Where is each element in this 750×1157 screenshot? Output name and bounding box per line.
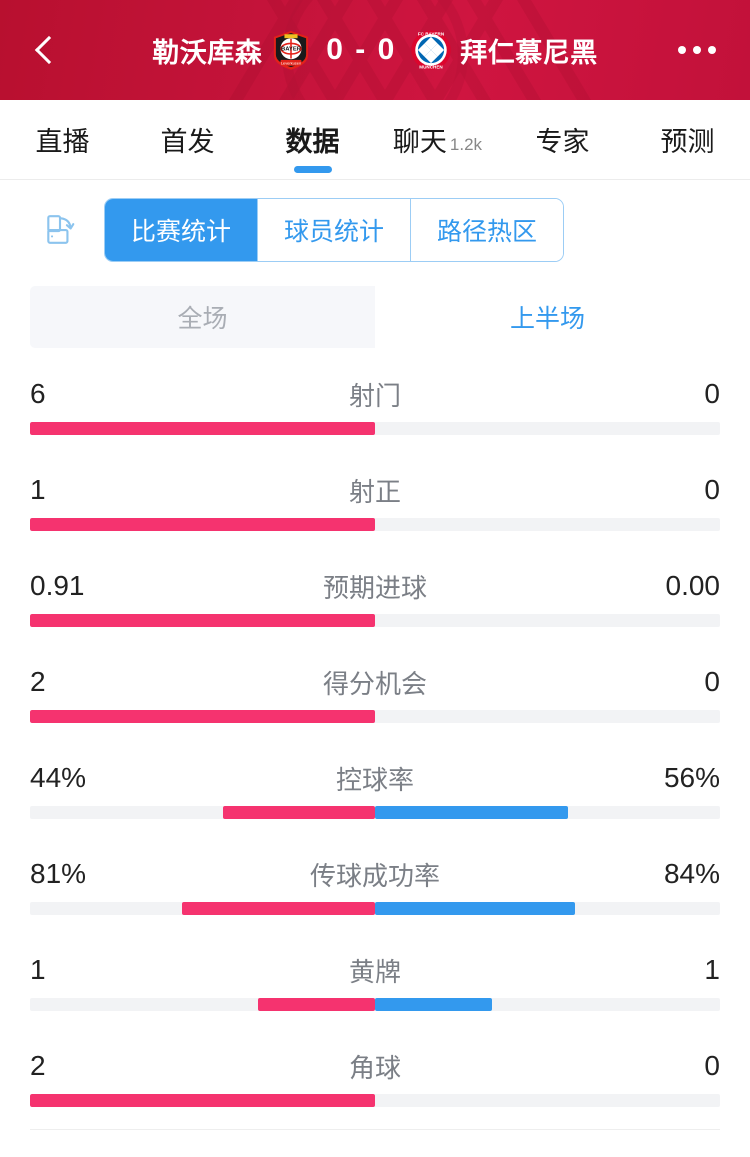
stat-bar-away [375, 998, 493, 1011]
svg-text:FC BAYERN: FC BAYERN [418, 32, 444, 37]
tab-label: 首发 [160, 127, 215, 157]
svg-text:BAYER: BAYER [281, 47, 302, 53]
stat-label: 得分机会 [322, 668, 427, 699]
stat-home-value: 6 [30, 378, 46, 409]
stat-bar-home [30, 614, 375, 627]
stat-bar-track [30, 806, 720, 819]
home-team-name: 勒沃库森 [152, 37, 263, 68]
stat-row: 81% 传球成功率 84% [0, 846, 750, 942]
primary-tabbar: 直播 首发 数据 聊天 1.2k 专家 预测 [0, 100, 750, 180]
stat-home-value: 44% [30, 762, 87, 793]
stat-label: 射正 [348, 476, 401, 507]
stat-bar-home [30, 422, 375, 435]
half-switch-first-half[interactable]: 上半场 [375, 286, 720, 348]
stat-bar-home [30, 710, 375, 723]
stat-away-value: 0 [704, 666, 720, 697]
stat-bar-track [30, 614, 720, 627]
stat-bar-home [257, 998, 375, 1011]
segment-label: 比赛统计 [131, 218, 232, 246]
screen-rotate-icon[interactable] [38, 208, 82, 252]
stat-bar-home [30, 518, 375, 531]
stat-away-value: 0.00 [665, 570, 721, 601]
stat-row: 6 射门 0 [0, 366, 750, 462]
bayern-munich-crest: FC BAYERN MÜNCHEN [411, 30, 451, 70]
tab-lineup[interactable]: 首发 [125, 100, 250, 179]
scoreline: 勒沃库森 BAYER Leverkusen 0 - 0 FC BA [0, 0, 750, 100]
stat-bar-away [375, 806, 569, 819]
tab-label: 预测 [660, 127, 715, 157]
stat-bar-home [30, 1094, 375, 1107]
stat-away-value: 0 [704, 474, 720, 505]
segment-match-stats[interactable]: 比赛统计 [105, 199, 258, 261]
away-team-name: 拜仁慕尼黑 [460, 37, 598, 68]
chat-count-badge: 1.2k [449, 134, 483, 154]
half-switch-full-match[interactable]: 全场 [30, 286, 375, 348]
stat-home-value: 1 [30, 474, 46, 505]
match-stats-list: 6 射门 0 1 射正 0 0.91 预期进球 0.00 [0, 348, 750, 1134]
stat-away-value: 0 [704, 1050, 720, 1081]
match-header: 勒沃库森 BAYER Leverkusen 0 - 0 FC BA [0, 0, 750, 100]
segment-player-stats[interactable]: 球员统计 [257, 199, 411, 261]
stat-bar-away [375, 902, 576, 915]
stat-home-value: 81% [30, 858, 87, 889]
half-switch-label: 全场 [177, 305, 228, 333]
list-bottom-divider [30, 1129, 720, 1130]
stat-label: 黄牌 [348, 956, 401, 987]
stat-away-value: 0 [704, 378, 720, 409]
stat-row: 1 射正 0 [0, 462, 750, 558]
stat-label: 角球 [348, 1052, 401, 1083]
stat-label: 射门 [348, 380, 401, 411]
bayer-leverkusen-crest: BAYER Leverkusen [274, 30, 309, 70]
stat-bar-home [223, 806, 375, 819]
tab-label: 数据 [285, 127, 340, 157]
stat-row: 1 黄牌 1 [0, 942, 750, 1038]
stat-bar-track [30, 1094, 720, 1107]
tab-label: 直播 [35, 127, 90, 157]
segment-path-heatmap[interactable]: 路径热区 [410, 199, 564, 261]
svg-text:MÜNCHEN: MÜNCHEN [420, 63, 443, 69]
stat-bar-track [30, 710, 720, 723]
back-button[interactable] [24, 28, 68, 72]
match-score: 0 - 0 [326, 33, 397, 66]
stat-bar-track [30, 998, 720, 1011]
stat-home-value: 0.91 [30, 570, 85, 601]
tab-label: 专家 [535, 127, 590, 157]
more-horizontal-icon [693, 46, 701, 54]
stat-home-value: 1 [30, 954, 46, 985]
stat-label: 传球成功率 [309, 860, 440, 891]
stat-row: 2 角球 0 [0, 1038, 750, 1134]
more-options-button[interactable] [666, 34, 728, 66]
tab-chat[interactable]: 聊天 1.2k [375, 100, 500, 179]
svg-text:Leverkusen: Leverkusen [281, 60, 301, 65]
stat-bar-track [30, 422, 720, 435]
more-horizontal-icon [708, 46, 716, 54]
stat-away-value: 56% [663, 762, 720, 793]
stat-row: 0.91 预期进球 0.00 [0, 558, 750, 654]
stat-bar-track [30, 518, 720, 531]
tab-experts[interactable]: 专家 [500, 100, 625, 179]
stat-label: 控球率 [335, 764, 414, 795]
half-switch: 全场 上半场 [30, 286, 720, 348]
stats-segmented-control: 比赛统计 球员统计 路径热区 [104, 198, 565, 262]
tab-data[interactable]: 数据 [250, 100, 375, 179]
stat-bar-home [181, 902, 375, 915]
stat-home-value: 2 [30, 1050, 46, 1081]
segment-label: 球员统计 [284, 218, 385, 246]
more-horizontal-icon [678, 46, 686, 54]
tab-active-underline [293, 166, 332, 173]
half-switch-label: 上半场 [509, 305, 585, 333]
segment-label: 路径热区 [437, 218, 538, 246]
stat-bar-track [30, 902, 720, 915]
stat-away-value: 1 [704, 954, 720, 985]
stat-away-value: 84% [663, 858, 720, 889]
stat-label: 预期进球 [322, 572, 427, 603]
stats-view-switcher-row: 比赛统计 球员统计 路径热区 [0, 180, 750, 280]
stat-row: 44% 控球率 56% [0, 750, 750, 846]
back-chevron-icon [34, 35, 64, 65]
tab-label: 聊天 [392, 127, 447, 157]
stat-row: 2 得分机会 0 [0, 654, 750, 750]
tab-prediction[interactable]: 预测 [625, 100, 750, 179]
stat-home-value: 2 [30, 666, 46, 697]
tab-live[interactable]: 直播 [0, 100, 125, 179]
